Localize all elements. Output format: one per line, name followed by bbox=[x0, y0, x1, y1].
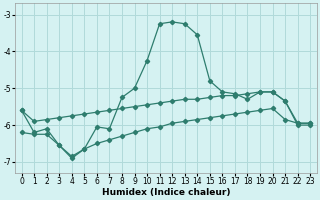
X-axis label: Humidex (Indice chaleur): Humidex (Indice chaleur) bbox=[102, 188, 230, 197]
